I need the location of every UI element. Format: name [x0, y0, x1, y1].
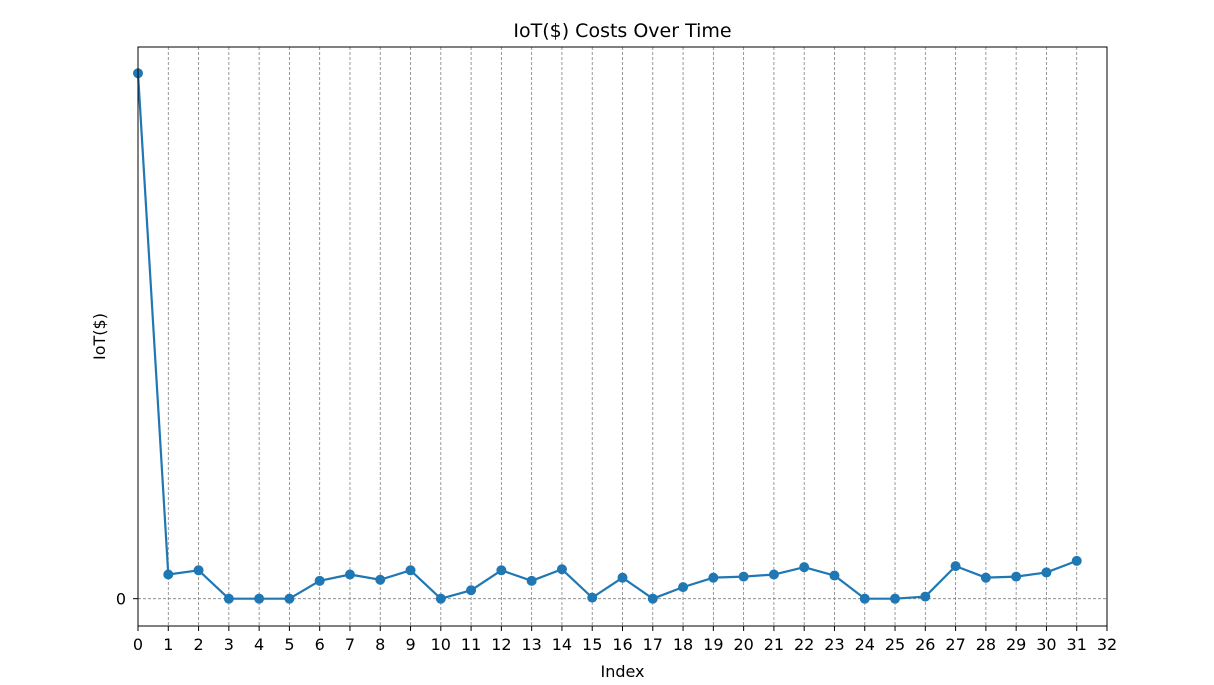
data-point [344, 569, 355, 580]
x-tick-label: 12 [491, 635, 511, 654]
x-tick-label: 27 [945, 635, 965, 654]
data-point [950, 561, 961, 572]
x-tick-label: 15 [582, 635, 602, 654]
x-tick-label: 24 [855, 635, 875, 654]
x-tick-label: 26 [915, 635, 935, 654]
x-axis-label: Index [600, 662, 644, 681]
x-tick-label: 28 [976, 635, 996, 654]
data-point [375, 574, 386, 585]
series-layer [133, 68, 1082, 604]
data-point [920, 591, 931, 602]
x-tick-label: 1 [163, 635, 173, 654]
x-tick-label: 13 [521, 635, 541, 654]
x-tick-label: 8 [375, 635, 385, 654]
x-tick-label: 7 [345, 635, 355, 654]
data-point [829, 570, 840, 581]
data-point [587, 592, 598, 603]
x-tick-label: 25 [885, 635, 905, 654]
x-tick-label: 22 [794, 635, 814, 654]
x-tick-label: 20 [733, 635, 753, 654]
x-tick-label: 31 [1067, 635, 1087, 654]
x-tick-label: 4 [254, 635, 264, 654]
data-point [678, 582, 689, 593]
y-tick-label: 0 [116, 590, 126, 609]
y-axis-label: IoT($) [90, 313, 109, 360]
x-tick-label: 11 [461, 635, 481, 654]
x-tick-label: 6 [315, 635, 325, 654]
data-point [859, 593, 870, 604]
data-point [193, 565, 204, 576]
x-tick-label: 18 [673, 635, 693, 654]
x-tick-label: 21 [764, 635, 784, 654]
data-point [890, 593, 901, 604]
x-tick-label: 10 [431, 635, 451, 654]
data-point [980, 572, 991, 583]
x-tick-label: 19 [703, 635, 723, 654]
data-point [647, 593, 658, 604]
x-tick-label: 16 [612, 635, 632, 654]
x-tick-label: 3 [224, 635, 234, 654]
data-point [254, 593, 265, 604]
x-tick-label: 14 [552, 635, 572, 654]
data-point [163, 569, 174, 580]
x-tick-label: 2 [193, 635, 203, 654]
data-point [768, 569, 779, 580]
data-point [526, 575, 537, 586]
grid [138, 47, 1107, 626]
x-tick-label: 0 [133, 635, 143, 654]
x-tick-label: 9 [405, 635, 415, 654]
x-tick-label: 17 [643, 635, 663, 654]
x-tick-label: 30 [1036, 635, 1056, 654]
data-point [435, 593, 446, 604]
data-point [1011, 571, 1022, 582]
chart-title: IoT($) Costs Over Time [513, 20, 731, 42]
data-point [1041, 567, 1052, 578]
data-point [799, 562, 810, 573]
data-point [708, 572, 719, 583]
y-axis-ticks: 0 [116, 590, 138, 609]
data-point [314, 575, 325, 586]
data-point [556, 564, 567, 575]
x-tick-label: 29 [1006, 635, 1026, 654]
data-point [738, 571, 749, 582]
series-line [136, 73, 1078, 600]
data-point [284, 593, 295, 604]
data-point [617, 572, 628, 583]
data-point [223, 593, 234, 604]
x-axis-ticks: 0 1 2 3 4 5 6 7 8 9 10 11 12 13 14 15 16 17 18 19 20 21 22 23 24… [133, 626, 1117, 654]
x-tick-label: 23 [824, 635, 844, 654]
x-tick-label: 32 [1097, 635, 1117, 654]
data-point [496, 565, 507, 576]
data-point [1071, 555, 1082, 566]
data-point [466, 585, 477, 596]
data-point [405, 565, 416, 576]
x-tick-label: 5 [284, 635, 294, 654]
